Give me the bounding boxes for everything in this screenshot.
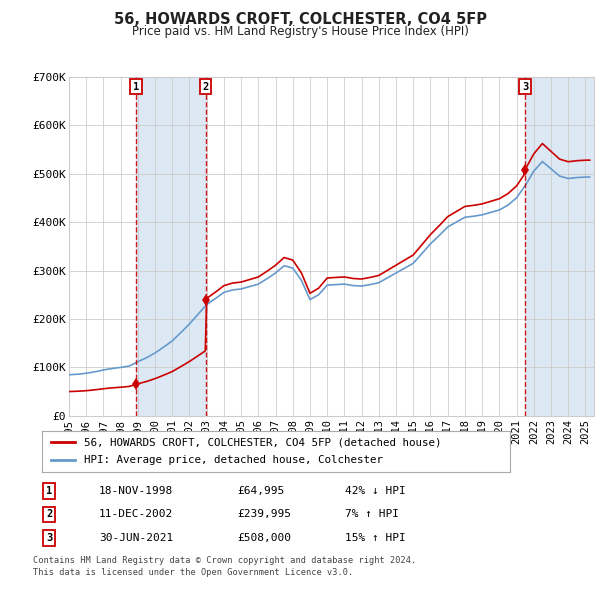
Text: Price paid vs. HM Land Registry's House Price Index (HPI): Price paid vs. HM Land Registry's House … bbox=[131, 25, 469, 38]
Text: 15% ↑ HPI: 15% ↑ HPI bbox=[345, 533, 406, 543]
Text: 42% ↓ HPI: 42% ↓ HPI bbox=[345, 486, 406, 496]
Text: 3: 3 bbox=[46, 533, 52, 543]
Text: 56, HOWARDS CROFT, COLCHESTER, CO4 5FP: 56, HOWARDS CROFT, COLCHESTER, CO4 5FP bbox=[113, 12, 487, 27]
Text: 1: 1 bbox=[46, 486, 52, 496]
Bar bbox=[525, 77, 594, 416]
Text: 56, HOWARDS CROFT, COLCHESTER, CO4 5FP (detached house): 56, HOWARDS CROFT, COLCHESTER, CO4 5FP (… bbox=[84, 437, 442, 447]
Text: 18-NOV-1998: 18-NOV-1998 bbox=[99, 486, 173, 496]
Text: Contains HM Land Registry data © Crown copyright and database right 2024.: Contains HM Land Registry data © Crown c… bbox=[33, 556, 416, 565]
Text: 11-DEC-2002: 11-DEC-2002 bbox=[99, 510, 173, 519]
Text: 7% ↑ HPI: 7% ↑ HPI bbox=[345, 510, 399, 519]
Text: HPI: Average price, detached house, Colchester: HPI: Average price, detached house, Colc… bbox=[84, 455, 383, 466]
Text: £239,995: £239,995 bbox=[237, 510, 291, 519]
Text: This data is licensed under the Open Government Licence v3.0.: This data is licensed under the Open Gov… bbox=[33, 568, 353, 577]
Text: 2: 2 bbox=[203, 82, 209, 92]
Text: 2: 2 bbox=[46, 510, 52, 519]
Text: 1: 1 bbox=[133, 82, 139, 92]
Text: £508,000: £508,000 bbox=[237, 533, 291, 543]
Bar bbox=[136, 77, 206, 416]
Text: £64,995: £64,995 bbox=[237, 486, 284, 496]
Text: 3: 3 bbox=[522, 82, 528, 92]
Text: 30-JUN-2021: 30-JUN-2021 bbox=[99, 533, 173, 543]
